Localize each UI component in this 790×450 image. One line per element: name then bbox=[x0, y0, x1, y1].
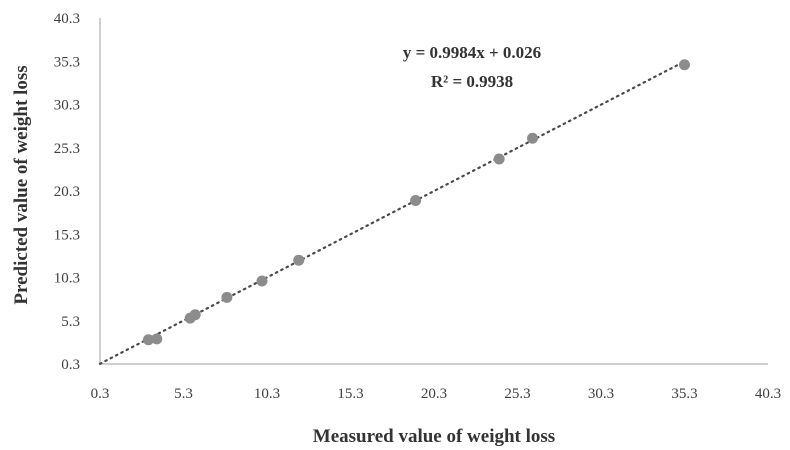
y-tick-labels: 0.3 5.3 10.3 15.3 20.3 25.3 30.3 35.3 40.3 bbox=[54, 11, 80, 373]
data-point bbox=[679, 59, 690, 71]
x-axis-title: Measured value of weight loss bbox=[313, 426, 555, 447]
data-point bbox=[293, 254, 305, 266]
y-tick-label: 0.3 bbox=[61, 357, 80, 373]
data-point bbox=[151, 333, 163, 345]
y-axis-title: Predicted value of weight loss bbox=[11, 65, 32, 304]
data-point bbox=[142, 334, 154, 346]
y-tick-label: 15.3 bbox=[54, 227, 80, 243]
x-tick-label: 10.3 bbox=[254, 386, 280, 402]
x-tick-label: 0.3 bbox=[91, 386, 110, 402]
r-squared-annotation: R² = 0.9938 bbox=[431, 72, 513, 91]
data-point bbox=[189, 309, 201, 321]
x-tick-label: 20.3 bbox=[421, 386, 447, 402]
y-tick-label: 25.3 bbox=[54, 141, 80, 157]
axes bbox=[99, 18, 768, 365]
x-tick-label: 15.3 bbox=[337, 386, 363, 402]
y-tick-label: 40.3 bbox=[54, 11, 80, 27]
equation-annotation: y = 0.9984x + 0.026 bbox=[403, 43, 541, 62]
y-tick-label: 10.3 bbox=[54, 271, 80, 287]
x-tick-label: 40.3 bbox=[755, 386, 781, 402]
x-tick-label: 35.3 bbox=[671, 386, 697, 402]
x-tick-label: 5.3 bbox=[174, 386, 193, 402]
data-point bbox=[410, 195, 422, 207]
y-tick-label: 5.3 bbox=[61, 314, 80, 330]
y-tick-label: 30.3 bbox=[54, 98, 80, 114]
data-point bbox=[221, 291, 233, 303]
x-tick-label: 30.3 bbox=[588, 386, 614, 402]
data-point bbox=[256, 275, 268, 287]
x-tick-label: 25.3 bbox=[504, 386, 530, 402]
x-tick-labels: 0.3 5.3 10.3 15.3 20.3 25.3 30.3 35.3 40.3 bbox=[91, 386, 782, 402]
data-points bbox=[142, 59, 690, 346]
y-tick-label: 20.3 bbox=[54, 184, 80, 200]
y-tick-label: 35.3 bbox=[54, 54, 80, 70]
data-point bbox=[527, 132, 539, 144]
data-point bbox=[493, 153, 505, 165]
